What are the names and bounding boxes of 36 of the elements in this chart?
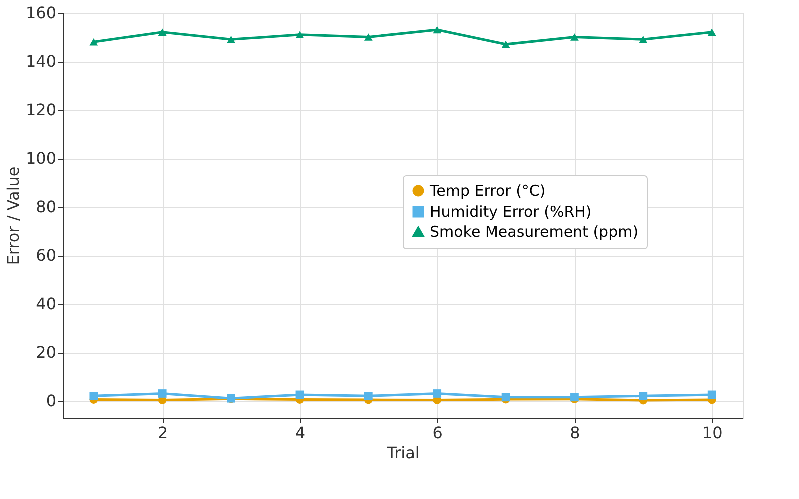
point bbox=[296, 31, 304, 38]
x-tick-label: 8 bbox=[570, 424, 580, 442]
x-axis-title: Trial bbox=[386, 444, 420, 462]
point bbox=[433, 390, 442, 398]
point bbox=[570, 34, 579, 41]
x-tick-label: 10 bbox=[702, 424, 723, 442]
point bbox=[158, 28, 167, 36]
y-tick-label: 60 bbox=[36, 246, 56, 266]
point bbox=[639, 36, 648, 44]
x-tick-label: 4 bbox=[295, 424, 306, 442]
point bbox=[708, 390, 716, 400]
y-tick-label: 140 bbox=[26, 52, 56, 72]
point bbox=[296, 390, 304, 400]
y-tick-label: 40 bbox=[36, 294, 56, 314]
y-tick-label: 80 bbox=[36, 198, 56, 217]
legend-label: Temp Error (°C) bbox=[429, 182, 546, 200]
point bbox=[364, 392, 373, 400]
y-axis-title: Error / Value bbox=[4, 166, 23, 266]
point bbox=[227, 36, 236, 44]
legend-label: Humidity Error (%RH) bbox=[430, 203, 592, 221]
y-tick-label: 160 bbox=[26, 4, 56, 22]
point bbox=[158, 390, 167, 398]
point bbox=[364, 34, 373, 41]
y-tick-label: 0 bbox=[46, 392, 56, 411]
legend-label: Smoke Measurement (ppm) bbox=[430, 223, 639, 241]
x-tick-label: 6 bbox=[432, 424, 443, 442]
point bbox=[502, 40, 510, 48]
x-tick-label: 2 bbox=[158, 424, 168, 442]
point bbox=[433, 26, 442, 34]
y-tick-label: 20 bbox=[36, 343, 56, 362]
y-tick-label: 120 bbox=[26, 100, 56, 120]
point bbox=[90, 38, 98, 46]
point bbox=[708, 28, 716, 36]
point bbox=[639, 392, 648, 400]
point bbox=[90, 392, 98, 400]
y-tick-label: 100 bbox=[26, 149, 56, 168]
